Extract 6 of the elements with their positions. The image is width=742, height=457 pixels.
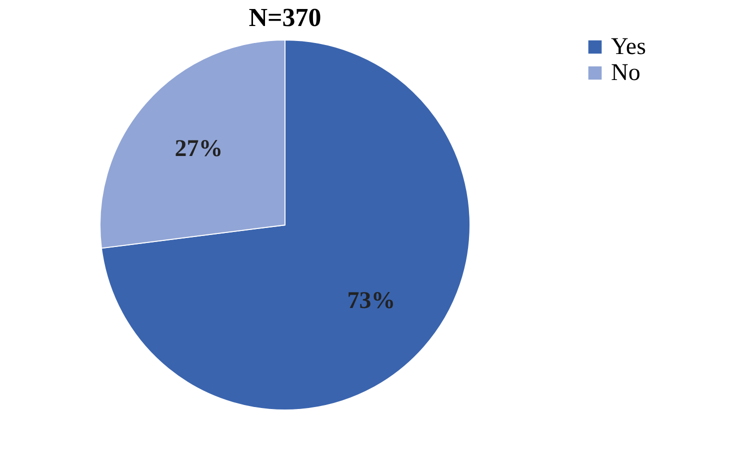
pie-slice (100, 40, 470, 410)
data-label: 73% (347, 288, 396, 314)
legend-label: Yes (611, 34, 646, 60)
legend-label: No (611, 60, 640, 86)
data-label: 27% (174, 136, 223, 162)
chart-title: N=370 (248, 3, 322, 32)
